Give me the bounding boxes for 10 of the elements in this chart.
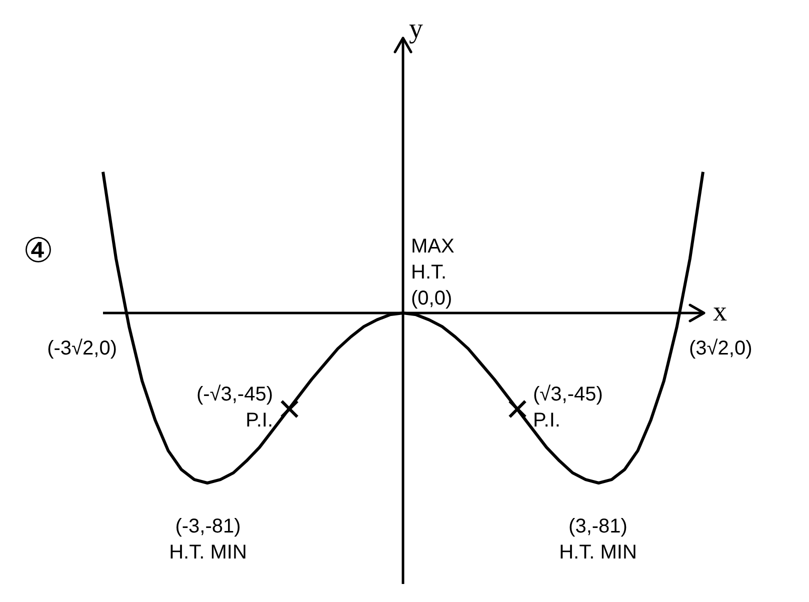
y-axis-title: y	[409, 13, 423, 44]
annotation: (-√3,-45) P.I.	[196, 383, 273, 432]
annotation: (3√2,0)	[689, 338, 752, 360]
annotation: (√3,-45) P.I.	[533, 383, 603, 432]
text: (-3,-81) H.T. MIN	[169, 515, 247, 564]
annotation: MAX H.T. (0,0)	[411, 236, 454, 310]
x-axis-title: x	[713, 296, 727, 328]
annotation: (-3√2,0)	[47, 338, 117, 360]
text: ④	[23, 230, 54, 271]
text: (3,-81) H.T. MIN	[559, 515, 637, 564]
